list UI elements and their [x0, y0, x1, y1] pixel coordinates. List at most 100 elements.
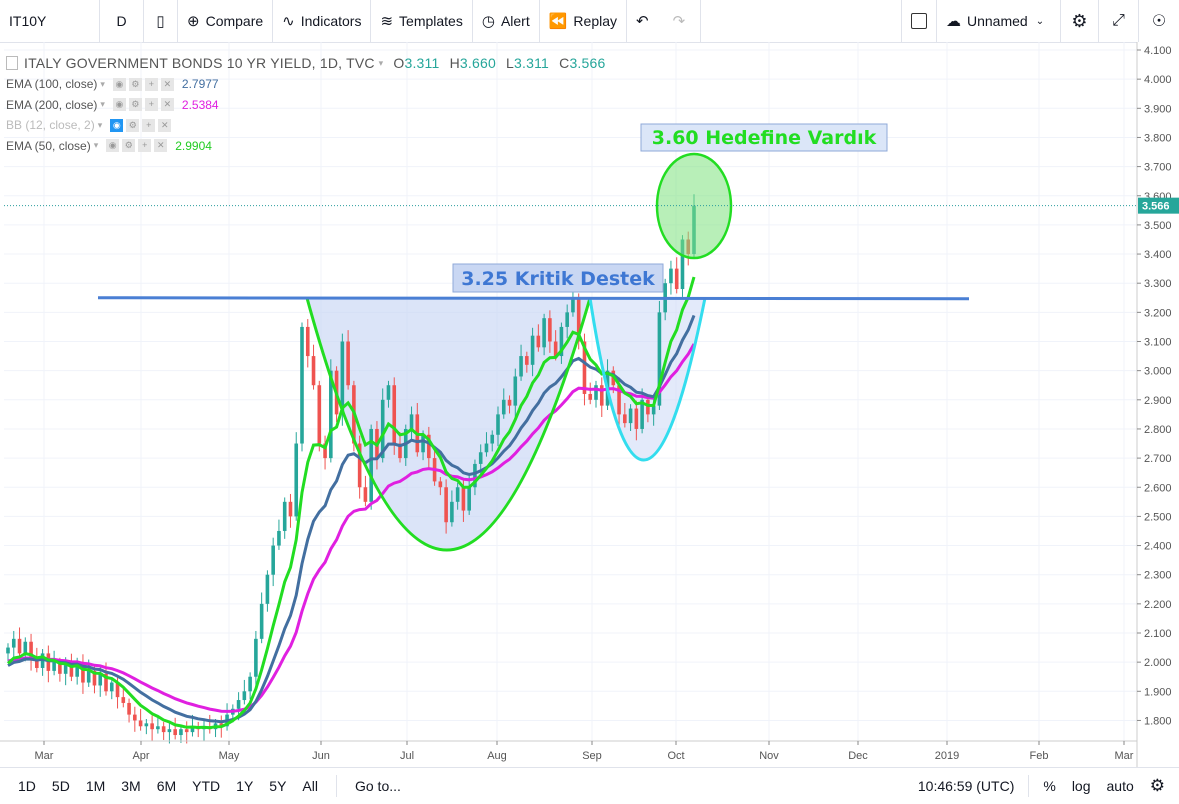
- candle-body: [634, 408, 639, 429]
- time-tick-label: Oct: [667, 750, 684, 762]
- time-axis[interactable]: Mar Apr May Jun Jul Aug Sep Oct Nov Dec 2019 Feb Mar: [0, 740, 1137, 762]
- range-button-1m[interactable]: 1M: [85, 778, 106, 794]
- candle-body: [127, 702, 131, 715]
- candle-body: [288, 501, 293, 517]
- candle-body: [461, 487, 466, 511]
- close-icon[interactable]: ✕: [158, 118, 172, 132]
- study-name: BB (12, close, 2): [6, 118, 95, 133]
- open-label: O: [393, 55, 405, 71]
- snapshot-button[interactable]: ☉: [1139, 0, 1179, 42]
- study-buttons[interactable]: ◉ ⚙ + ✕: [112, 98, 177, 112]
- close-label: C: [559, 55, 570, 71]
- study-name: EMA (100, close): [6, 77, 98, 92]
- chevron-down-icon[interactable]: ▾: [100, 78, 105, 89]
- symbol-search[interactable]: IT10Y: [0, 0, 100, 42]
- replay-button[interactable]: ⏪ Replay: [540, 0, 628, 42]
- eye-icon[interactable]: ◉: [112, 98, 126, 112]
- layout-name-button[interactable]: ☁ Unnamed ⌄: [937, 0, 1061, 42]
- study-buttons[interactable]: ◉ ⚙ + ✕: [110, 118, 174, 132]
- percent-toggle[interactable]: %: [1043, 778, 1056, 794]
- study-legend-bb[interactable]: BB (12, close, 2) ▾ ◉ ⚙ + ✕: [6, 115, 605, 136]
- close-icon[interactable]: ✕: [154, 139, 168, 153]
- range-button-6m[interactable]: 6M: [156, 778, 177, 794]
- goto-button[interactable]: Go to...: [354, 778, 401, 794]
- plus-icon[interactable]: +: [144, 77, 158, 91]
- candle-body: [455, 487, 460, 502]
- eye-icon[interactable]: ◉: [112, 77, 126, 91]
- candle-body: [513, 376, 518, 406]
- price-tick-label: 3.300: [1144, 278, 1172, 290]
- chevron-down-icon[interactable]: ▾: [97, 119, 103, 130]
- alert-button[interactable]: ◷ Alert: [473, 0, 540, 42]
- price-tick-label: 2.700: [1144, 453, 1172, 465]
- clock[interactable]: 10:46:59 (UTC): [917, 778, 1015, 794]
- open-value: 3.311: [404, 55, 440, 71]
- plus-icon[interactable]: +: [138, 139, 152, 153]
- candle-body: [576, 297, 581, 342]
- templates-button[interactable]: ≋ Templates: [371, 0, 473, 42]
- close-icon[interactable]: ✕: [160, 77, 174, 91]
- range-button-ytd[interactable]: YTD: [192, 778, 221, 794]
- compare-button[interactable]: ⊕ Compare: [178, 0, 274, 42]
- gear-icon[interactable]: ⚙: [128, 77, 142, 91]
- range-button-5d[interactable]: 5D: [51, 778, 70, 794]
- cloud-icon: ☁: [946, 13, 961, 30]
- fullscreen-toggle-button[interactable]: [901, 0, 937, 42]
- interval-button[interactable]: D: [100, 0, 144, 42]
- range-button-1d[interactable]: 1D: [18, 778, 36, 794]
- study-legend-ema50[interactable]: EMA (50, close) ▾ ◉ ⚙ + ✕ 2.9904: [6, 136, 605, 157]
- gear-icon[interactable]: ⚙: [126, 118, 140, 132]
- candle-body: [519, 356, 523, 377]
- log-toggle[interactable]: log: [1071, 778, 1091, 794]
- gear-icon[interactable]: ⚙: [128, 98, 142, 112]
- candle-body: [553, 341, 558, 357]
- time-tick-label: Apr: [132, 750, 149, 762]
- collapse-icon[interactable]: [6, 56, 18, 70]
- chevron-down-icon[interactable]: ▾: [378, 57, 384, 68]
- plus-icon[interactable]: +: [144, 98, 158, 112]
- time-tick-label: Jul: [400, 750, 414, 762]
- plus-icon[interactable]: +: [142, 118, 156, 132]
- undo-button[interactable]: ↶: [627, 0, 664, 42]
- gear-icon[interactable]: ⚙: [122, 139, 136, 153]
- chevron-down-icon[interactable]: ▾: [93, 140, 99, 151]
- price-tick-label: 3.800: [1144, 132, 1172, 144]
- grid: [4, 42, 1137, 741]
- support-label: 3.25 Kritik Destek: [461, 268, 655, 290]
- candle-body: [346, 341, 350, 386]
- close-icon[interactable]: ✕: [160, 98, 174, 112]
- templates-label: Templates: [399, 13, 463, 29]
- expand-button[interactable]: ⤢: [1099, 0, 1139, 42]
- price-tick-label: 2.000: [1144, 657, 1172, 669]
- gear-icon[interactable]: ⚙: [1149, 776, 1165, 795]
- range-button-3m[interactable]: 3M: [121, 778, 141, 794]
- eye-off-icon[interactable]: ◉: [110, 118, 124, 132]
- price-axis[interactable]: 4.1004.0003.9003.8003.7003.6003.5003.400…: [1136, 42, 1179, 767]
- templates-icon: ≋: [380, 13, 394, 30]
- range-button-1y[interactable]: 1Y: [236, 778, 254, 794]
- price-chart[interactable]: 3.25 Kritik Destek 3.60 Hedefine Vardık 4…: [0, 42, 1179, 767]
- indicators-button[interactable]: ∿ Indicators: [273, 0, 372, 42]
- auto-toggle[interactable]: auto: [1106, 778, 1134, 794]
- candle-body: [92, 670, 97, 686]
- study-buttons[interactable]: ◉ ⚙ + ✕: [106, 139, 170, 153]
- candles-icon: ▯: [156, 13, 165, 30]
- study-buttons[interactable]: ◉ ⚙ + ✕: [112, 77, 177, 91]
- chart-style-button[interactable]: ▯: [144, 0, 178, 42]
- study-legend-ema200[interactable]: EMA (200, close) ▾ ◉ ⚙ + ✕ 2.5384: [6, 95, 605, 116]
- candle-body: [277, 530, 281, 546]
- redo-button[interactable]: ↷: [664, 0, 702, 42]
- candle-body: [628, 408, 633, 424]
- cup-curve: [305, 297, 592, 552]
- chevron-down-icon[interactable]: ▾: [100, 99, 105, 110]
- study-legend-ema100[interactable]: EMA (100, close) ▾ ◉ ⚙ + ✕ 2.7977: [6, 74, 605, 95]
- candle-body: [582, 341, 587, 394]
- range-button-5y[interactable]: 5Y: [269, 778, 287, 794]
- settings-button[interactable]: ⚙: [1061, 0, 1099, 42]
- symbol-legend: ITALY GOVERNMENT BONDS 10 YR YIELD, 1D, …: [6, 52, 605, 74]
- eye-icon[interactable]: ◉: [106, 139, 120, 153]
- range-button-all[interactable]: All: [302, 778, 318, 794]
- candle-body: [29, 641, 33, 660]
- candle-body: [525, 356, 529, 365]
- price-tick-label: 2.800: [1144, 424, 1172, 436]
